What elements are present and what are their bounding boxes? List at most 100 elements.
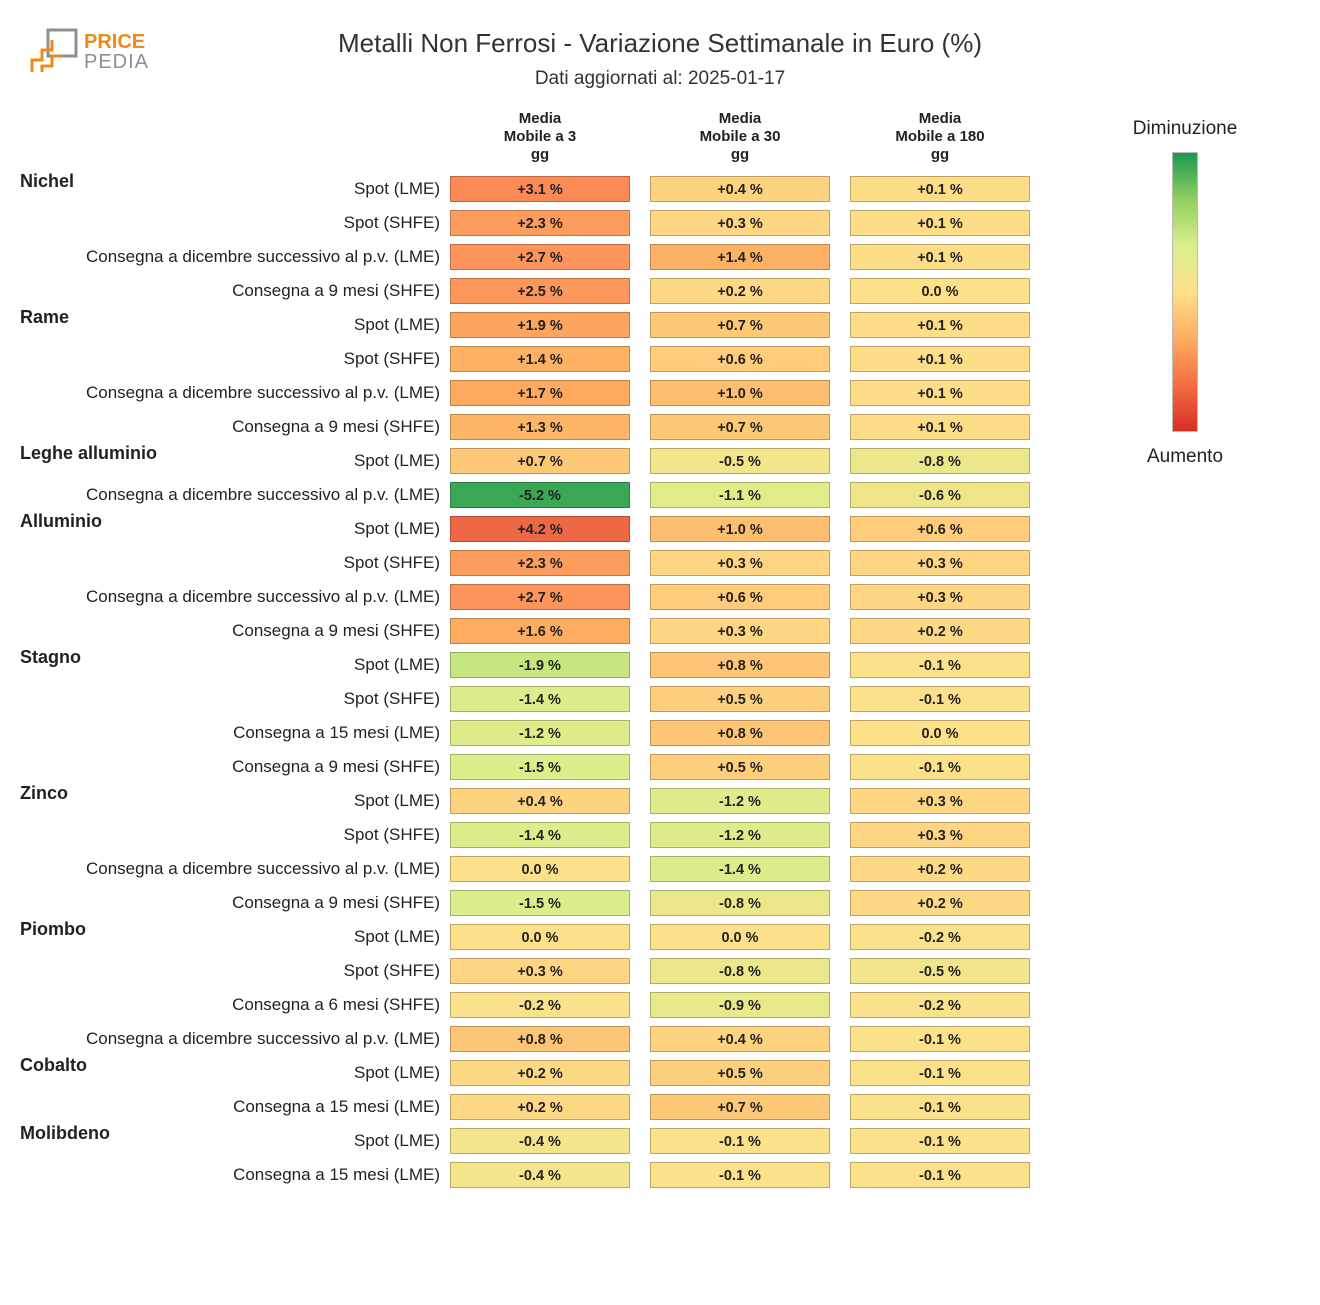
heatmap-cell: -0.8 % (850, 448, 1030, 474)
heatmap-cell: +1.3 % (450, 414, 630, 440)
heatmap-cell: +0.1 % (850, 414, 1030, 440)
heatmap-cell: +0.1 % (850, 210, 1030, 236)
heatmap-cell: -0.1 % (850, 1094, 1030, 1120)
row-label: Consegna a dicembre successivo al p.v. (… (86, 240, 440, 274)
heatmap-cell: +0.5 % (650, 1060, 830, 1086)
table-row: Consegna a 15 mesi (LME)-1.2 %+0.8 %0.0 … (20, 716, 1300, 750)
table-row: Spot (SHFE) +2.3 % +0.3 % +0.3 % (20, 546, 1300, 580)
heatmap-cell: -0.5 % (650, 448, 830, 474)
heatmap-cell: -1.4 % (450, 686, 630, 712)
heatmap-cell: 0.0 % (650, 924, 830, 950)
heatmap-cell: +1.4 % (450, 346, 630, 372)
heatmap-cell: -0.4 % (450, 1162, 630, 1188)
table-row: ZincoSpot (LME)+0.4 %-1.2 %+0.3 % (20, 784, 1300, 818)
row-label: Consegna a 15 mesi (LME) (233, 716, 440, 750)
table-row: Consegna a dicembre successivo al p.v. (… (20, 580, 1300, 614)
heatmap-cell: +1.4 % (650, 244, 830, 270)
heatmap-cell: +3.1 % (450, 176, 630, 202)
heatmap-cell: +0.3 % (850, 822, 1030, 848)
heatmap-cell: -1.1 % (650, 482, 830, 508)
table-row: AlluminioSpot (LME)+4.2 %+1.0 %+0.6 % (20, 512, 1300, 546)
heatmap-cell: +0.8 % (650, 720, 830, 746)
table-row: Consegna a 15 mesi (LME)+0.2 %+0.7 %-0.1… (20, 1090, 1300, 1124)
heatmap-cell: +0.1 % (850, 346, 1030, 372)
heatmap-cell: -0.1 % (850, 1162, 1030, 1188)
table-row: StagnoSpot (LME)-1.9 %+0.8 %-0.1 % (20, 648, 1300, 682)
heatmap-cell: -0.5 % (850, 958, 1030, 984)
heatmap-cell: +0.3 % (850, 550, 1030, 576)
heatmap-cell: +1.6 % (450, 618, 630, 644)
row-label: Consegna a dicembre successivo al p.v. (… (86, 1022, 440, 1056)
heatmap-cell: -0.1 % (850, 1026, 1030, 1052)
heatmap-cell: +0.3 % (650, 618, 830, 644)
heatmap-cell: +0.6 % (650, 346, 830, 372)
table-row: Consegna a dicembre successivo al p.v. (… (20, 1022, 1300, 1056)
heatmap-cell: -1.2 % (650, 788, 830, 814)
row-label: Spot (SHFE) (344, 206, 440, 240)
row-label: Consegna a 9 mesi (SHFE) (232, 274, 440, 308)
row-label: Spot (SHFE) (344, 342, 440, 376)
heatmap-cell: +0.6 % (650, 584, 830, 610)
table-row: Consegna a dicembre successivo al p.v. (… (20, 852, 1300, 886)
table-row: Spot (SHFE)+0.3 %-0.8 %-0.5 % (20, 954, 1300, 988)
row-label: Spot (LME) (354, 308, 440, 342)
heatmap-cell: 0.0 % (450, 924, 630, 950)
heatmap-cell: +0.2 % (850, 618, 1030, 644)
heatmap-cell: +0.7 % (650, 1094, 830, 1120)
heatmap-cell: -0.2 % (450, 992, 630, 1018)
heatmap-cell: +0.2 % (450, 1094, 630, 1120)
heatmap-cell: -0.1 % (850, 1128, 1030, 1154)
table-row: Consegna a dicembre successivo al p.v. (… (20, 478, 1300, 512)
group-label: Nichel (20, 171, 74, 192)
row-label: Spot (SHFE) (344, 546, 440, 580)
row-label: Spot (SHFE) (344, 954, 440, 988)
column-header-0: MediaMobile a 3gg (450, 108, 630, 172)
heatmap-cell: -0.1 % (650, 1162, 830, 1188)
heatmap-cell: +0.3 % (850, 584, 1030, 610)
row-label: Spot (SHFE) (344, 682, 440, 716)
heatmap-cell: -1.2 % (450, 720, 630, 746)
heatmap-cell: +1.0 % (650, 516, 830, 542)
heatmap-cell: +0.5 % (650, 754, 830, 780)
table-row: PiomboSpot (LME)0.0 %0.0 %-0.2 % (20, 920, 1300, 954)
heatmap-cell: +0.7 % (650, 312, 830, 338)
heatmap-cell: +0.7 % (650, 414, 830, 440)
group-label: Rame (20, 307, 69, 328)
chart-title: Metalli Non Ferrosi - Variazione Settima… (20, 28, 1300, 59)
legend-gradient-bar (1172, 152, 1198, 432)
heatmap-cell: -0.1 % (850, 1060, 1030, 1086)
heatmap-cell: +0.7 % (450, 448, 630, 474)
group-label: Leghe alluminio (20, 443, 157, 464)
row-label: Consegna a 9 mesi (SHFE) (232, 614, 440, 648)
table-row: CobaltoSpot (LME)+0.2 %+0.5 %-0.1 % (20, 1056, 1300, 1090)
heatmap-cell: -0.8 % (650, 890, 830, 916)
heatmap-cell: +0.6 % (850, 516, 1030, 542)
heatmap-cell: +4.2 % (450, 516, 630, 542)
heatmap-cell: +0.2 % (650, 278, 830, 304)
heatmap-cell: -0.4 % (450, 1128, 630, 1154)
row-label: Spot (LME) (354, 920, 440, 954)
table-row: Spot (SHFE)-1.4 %-1.2 %+0.3 % (20, 818, 1300, 852)
heatmap-cell: -5.2 % (450, 482, 630, 508)
table-row: Consegna a 9 mesi (SHFE)-1.5 %+0.5 %-0.1… (20, 750, 1300, 784)
column-header-2: MediaMobile a 180gg (850, 108, 1030, 172)
row-label: Consegna a dicembre successivo al p.v. (… (86, 852, 440, 886)
heatmap-cell: +2.3 % (450, 550, 630, 576)
heatmap-cell: +2.3 % (450, 210, 630, 236)
heatmap-cell: +0.3 % (650, 550, 830, 576)
heatmap-cell: +0.2 % (850, 890, 1030, 916)
heatmap-cell: +2.5 % (450, 278, 630, 304)
row-label: Consegna a 9 mesi (SHFE) (232, 410, 440, 444)
heatmap-cell: -1.5 % (450, 754, 630, 780)
row-label: Spot (SHFE) (344, 818, 440, 852)
heatmap-cell: -0.6 % (850, 482, 1030, 508)
heatmap-cell: -1.5 % (450, 890, 630, 916)
heatmap-cell: +0.4 % (650, 176, 830, 202)
group-label: Alluminio (20, 511, 102, 532)
heatmap-cell: -0.1 % (850, 686, 1030, 712)
heatmap-cell: +0.1 % (850, 176, 1030, 202)
legend-bottom-label: Aumento (1080, 446, 1290, 468)
heatmap-cell: -0.9 % (650, 992, 830, 1018)
row-label: Consegna a 9 mesi (SHFE) (232, 750, 440, 784)
heatmap-cell: +0.3 % (850, 788, 1030, 814)
